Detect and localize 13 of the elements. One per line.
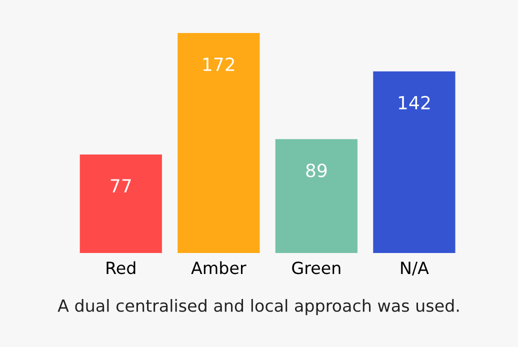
bar (178, 32, 260, 253)
data-label: 89 (306, 164, 327, 178)
bar (80, 154, 162, 253)
x-tick-label: N/A (401, 262, 429, 276)
x-tick-label: Red (106, 261, 136, 274)
x-tick-label: Green (292, 262, 340, 274)
x-tick-label: Amber (191, 261, 246, 274)
text: A dual centralised and local approach was used. (58, 299, 459, 316)
bar (275, 139, 358, 253)
bar (373, 71, 456, 253)
data-label: 142 (398, 96, 430, 110)
data-label: 172 (203, 57, 234, 71)
data-label: 77 (110, 179, 131, 192)
